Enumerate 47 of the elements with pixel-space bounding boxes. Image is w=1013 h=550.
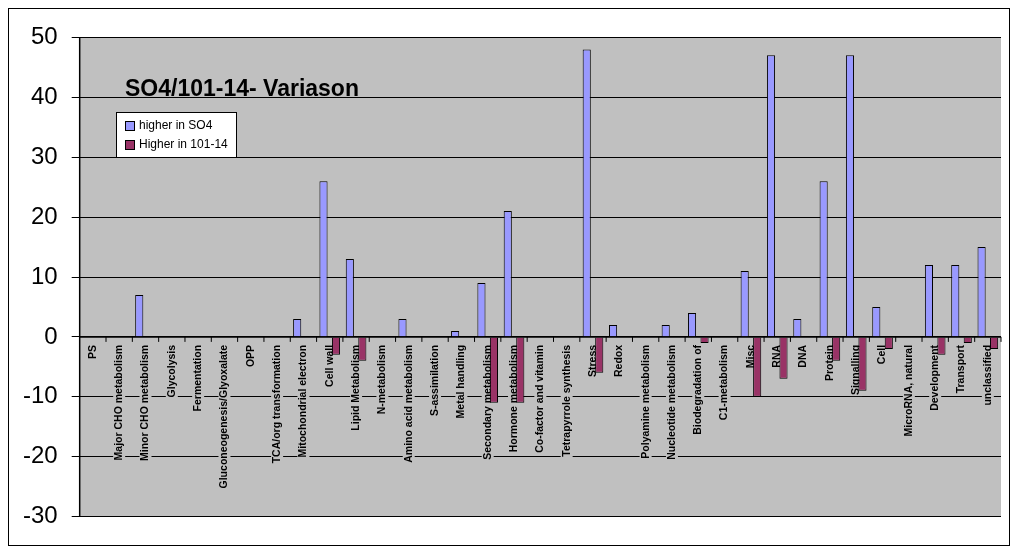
x-tick-label: Transport xyxy=(954,344,967,394)
x-tick-label: S-assimilation xyxy=(427,344,440,417)
y-tick-label: 30 xyxy=(30,141,58,169)
x-tick-label: N-metabolism xyxy=(375,344,388,415)
x-tick-label: RNA xyxy=(770,344,783,368)
x-tick-label: MicroRNA, natural xyxy=(901,344,914,437)
x-tick-label: Biodegradation of xyxy=(691,344,704,435)
y-tick-label: 20 xyxy=(30,201,58,229)
y-tick-label: 0 xyxy=(44,321,58,349)
x-tick-label: Misc xyxy=(743,344,756,369)
x-tick-label: Minor CHO metabolism xyxy=(138,344,151,462)
x-tick-label: Major CHO metabolism xyxy=(112,344,125,461)
x-tick-label: Stress xyxy=(585,344,598,378)
x-tick-label: Signalling xyxy=(849,344,862,396)
x-tick-label: C1-metabolism xyxy=(717,344,730,421)
x-tick-label: Fermentation xyxy=(191,344,204,412)
x-tick-label: TCA/org transformation xyxy=(270,344,282,464)
x-tick-label: Metal handling xyxy=(454,344,467,419)
x-tick-label: DNA xyxy=(796,344,809,368)
x-tick-label: Glycolysis xyxy=(164,344,177,398)
legend-label: Higher in 101-14 xyxy=(139,136,228,153)
x-tick-label: Cell xyxy=(875,344,888,365)
x-tick-label: Secondary metabolism xyxy=(480,344,493,460)
x-tick-label: Lipid Metabolism xyxy=(348,344,361,431)
y-tick-label: -30 xyxy=(23,501,58,529)
text: SO4/101-14- Variason xyxy=(125,75,359,102)
x-tick-label: Polyamine metabolism xyxy=(638,344,651,459)
x-tick-label: Hormone metabolism xyxy=(506,344,519,453)
x-tick-label: unclassified xyxy=(980,344,993,406)
x-tick-label: PS xyxy=(85,344,98,359)
x-tick-label: Amino acid metabolism xyxy=(401,344,414,463)
y-tick-label: 10 xyxy=(30,261,58,289)
x-tick-label: Co-factor and vitamin xyxy=(533,344,546,453)
x-tick-label: Development xyxy=(928,344,941,411)
x-tick-label: Gluconeogenesis/Glyoxalate xyxy=(217,344,230,489)
x-tick-label: Tetrapyrrole synthesis xyxy=(559,344,572,457)
x-tick-label: Protein xyxy=(822,344,835,382)
x-tick-label: Nucleotide metabolism xyxy=(664,344,677,460)
x-tick-label: Cell wall xyxy=(322,344,335,387)
y-tick-label: -10 xyxy=(23,381,58,409)
y-tick-label: -20 xyxy=(23,441,58,469)
y-tick-label: 40 xyxy=(30,81,58,109)
x-tick-label: Redox xyxy=(612,344,625,377)
y-tick-label: 50 xyxy=(30,22,58,50)
x-tick-label: OPP xyxy=(243,344,256,368)
legend-label: higher in SO4 xyxy=(139,117,213,134)
x-tick-label: Mitochondrial electron xyxy=(296,344,309,458)
